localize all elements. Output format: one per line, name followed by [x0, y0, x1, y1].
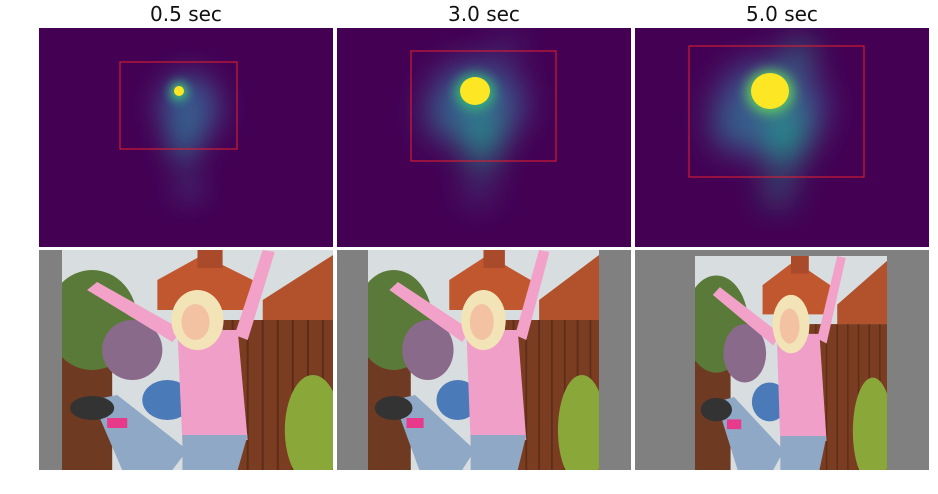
- saliency-heatmap-5-0-sec: [635, 28, 929, 247]
- heatmap-graphic: [39, 28, 333, 247]
- column-title-0-5-sec: 0.5 sec: [150, 2, 222, 26]
- saliency-heatmap-3-0-sec: [337, 28, 631, 247]
- heatmap-graphic: [337, 28, 631, 247]
- bounding-box: [410, 50, 557, 162]
- bounding-box: [688, 45, 865, 178]
- girl-jumping-photo: [695, 256, 887, 470]
- image-crop-0-5-sec: [39, 250, 333, 470]
- column-title-5-0-sec: 5.0 sec: [746, 2, 818, 26]
- girl-jumping-photo: [368, 250, 599, 470]
- heatmap-graphic: [635, 28, 929, 247]
- image-crop-5-0-sec: [635, 250, 929, 470]
- image-crop-3-0-sec: [337, 250, 631, 470]
- girl-jumping-photo: [62, 250, 333, 470]
- saliency-heatmap-0-5-sec: [39, 28, 333, 247]
- column-title-3-0-sec: 3.0 sec: [448, 2, 520, 26]
- bounding-box: [119, 61, 238, 150]
